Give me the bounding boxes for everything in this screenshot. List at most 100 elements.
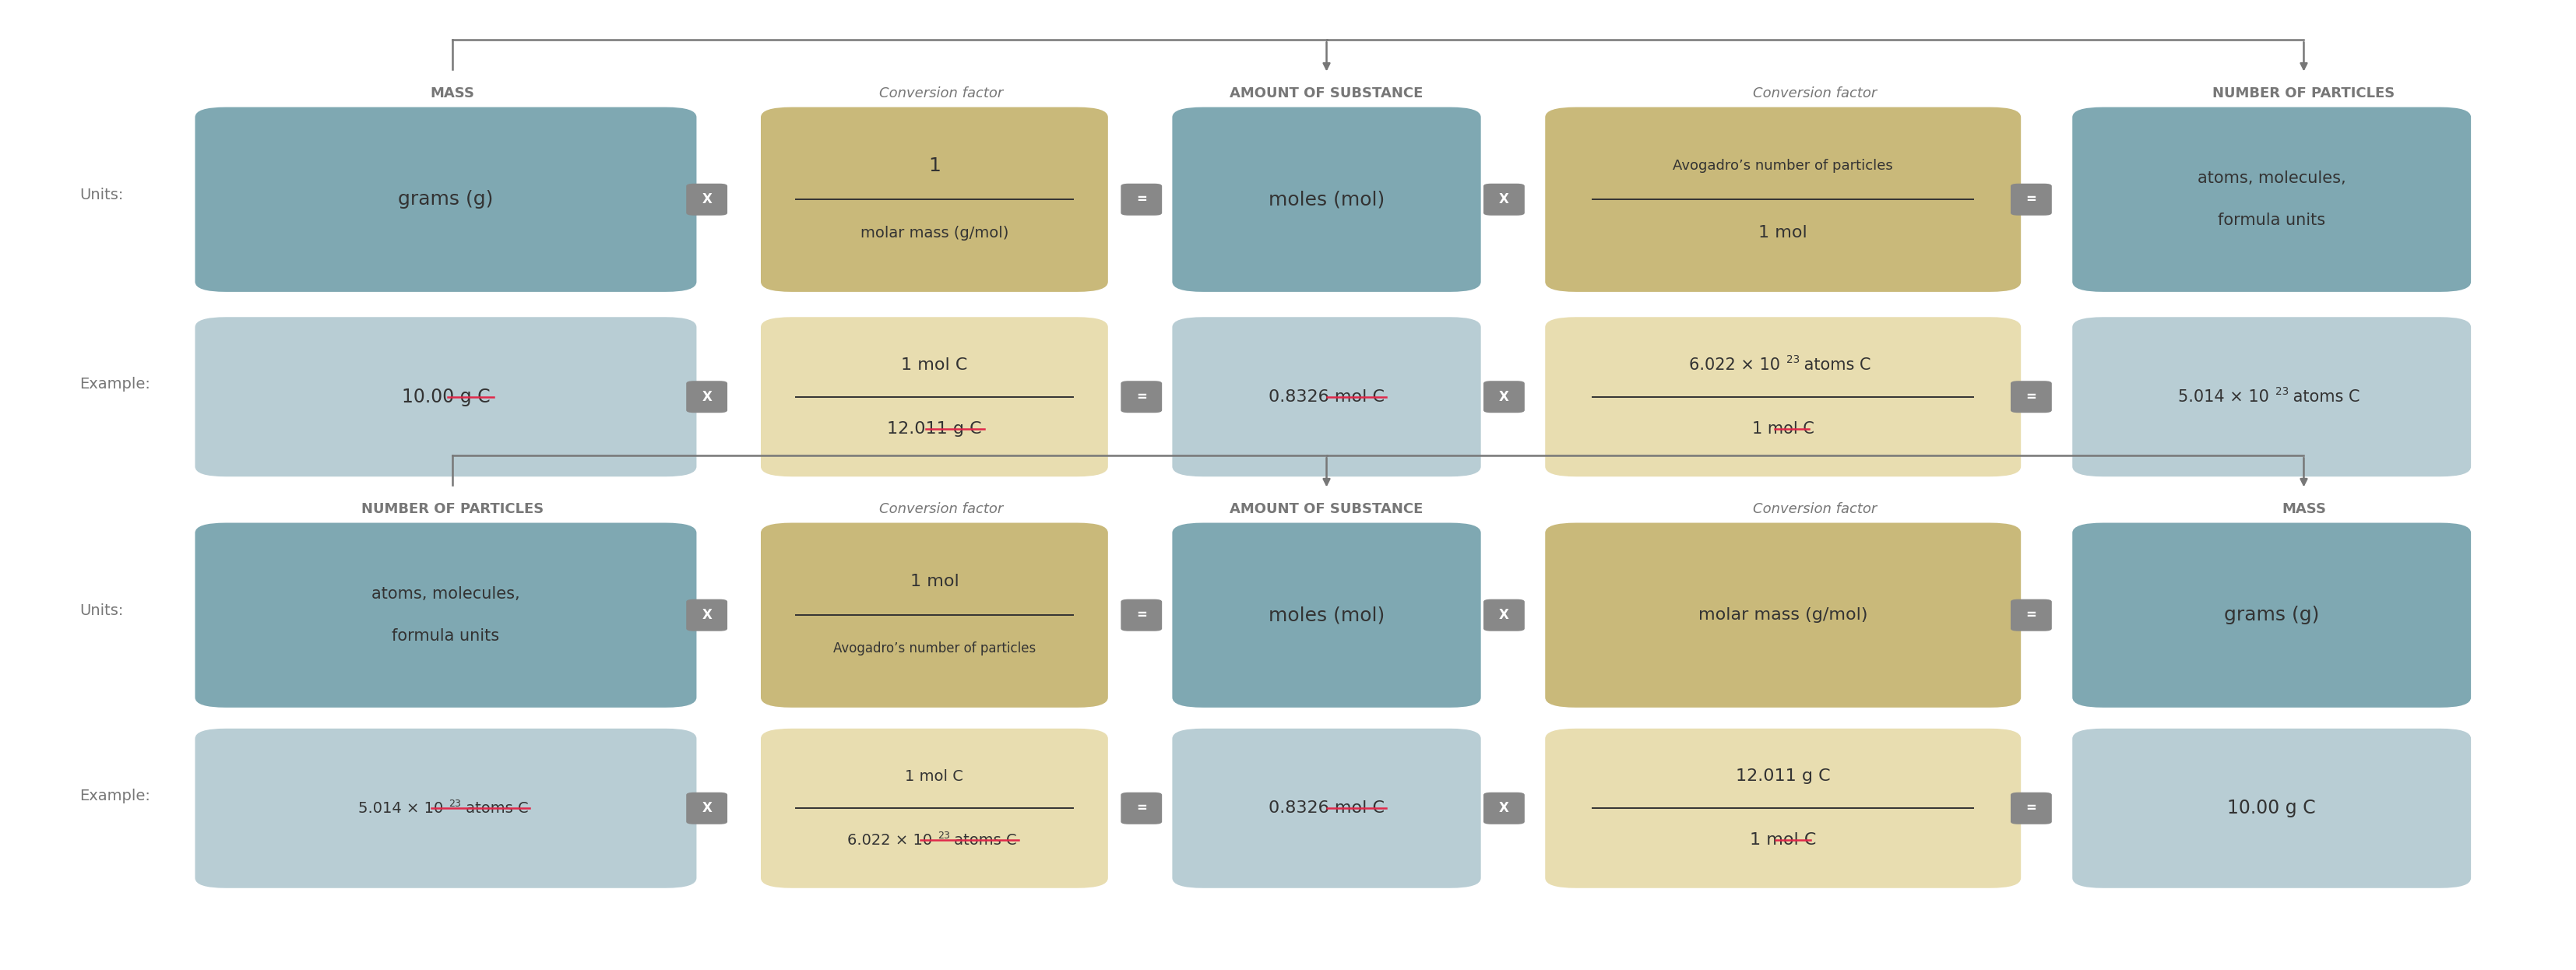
Text: 1 mol: 1 mol	[909, 574, 958, 590]
Text: 6.022 × 10: 6.022 × 10	[1690, 357, 1780, 372]
Text: molar mass (g/mol): molar mass (g/mol)	[860, 226, 1010, 241]
Text: =: =	[2025, 390, 2038, 404]
Text: Units:: Units:	[80, 188, 124, 203]
Text: 1 mol: 1 mol	[1759, 225, 1808, 241]
Text: Conversion factor: Conversion factor	[878, 86, 1002, 100]
FancyBboxPatch shape	[1546, 523, 2022, 707]
Text: AMOUNT OF SUBSTANCE: AMOUNT OF SUBSTANCE	[1229, 86, 1425, 100]
Text: 5.014 × 10: 5.014 × 10	[358, 801, 443, 816]
FancyBboxPatch shape	[685, 792, 726, 824]
Text: 0.8326 mol C: 0.8326 mol C	[1267, 800, 1383, 816]
Text: X: X	[701, 608, 711, 622]
FancyBboxPatch shape	[196, 728, 696, 889]
Text: AMOUNT OF SUBSTANCE: AMOUNT OF SUBSTANCE	[1229, 501, 1425, 516]
FancyBboxPatch shape	[1172, 523, 1481, 707]
Text: X: X	[701, 390, 711, 404]
Text: X: X	[701, 801, 711, 816]
FancyBboxPatch shape	[2012, 599, 2053, 631]
Text: 23: 23	[1785, 355, 1801, 366]
Text: 23: 23	[448, 798, 461, 809]
FancyBboxPatch shape	[2012, 183, 2053, 215]
Text: Example:: Example:	[80, 376, 149, 392]
FancyBboxPatch shape	[1121, 183, 1162, 215]
Text: =: =	[1136, 608, 1146, 622]
FancyBboxPatch shape	[2071, 728, 2470, 889]
Text: 10.00 g C: 10.00 g C	[402, 387, 489, 406]
Text: =: =	[2025, 192, 2038, 207]
Text: grams (g): grams (g)	[2223, 606, 2318, 625]
FancyBboxPatch shape	[1484, 599, 1525, 631]
FancyBboxPatch shape	[1172, 728, 1481, 889]
Text: =: =	[2025, 608, 2038, 622]
Text: formula units: formula units	[392, 629, 500, 644]
FancyBboxPatch shape	[2012, 381, 2053, 413]
FancyBboxPatch shape	[685, 381, 726, 413]
FancyBboxPatch shape	[760, 728, 1108, 889]
Text: 1 mol C: 1 mol C	[904, 769, 963, 784]
Text: X: X	[701, 192, 711, 207]
Text: 0.8326 mol C: 0.8326 mol C	[1267, 389, 1383, 404]
Text: Example:: Example:	[80, 789, 149, 803]
Text: grams (g): grams (g)	[399, 190, 495, 209]
Text: moles (mol): moles (mol)	[1267, 190, 1386, 209]
Text: Avogadro’s number of particles: Avogadro’s number of particles	[1672, 159, 1893, 173]
Text: atoms C: atoms C	[461, 801, 528, 816]
Text: atoms, molecules,: atoms, molecules,	[371, 587, 520, 602]
FancyBboxPatch shape	[1546, 107, 2022, 292]
FancyBboxPatch shape	[1484, 381, 1525, 413]
Text: 1: 1	[927, 156, 940, 176]
Text: 5.014 × 10: 5.014 × 10	[2177, 389, 2269, 404]
FancyBboxPatch shape	[2071, 107, 2470, 292]
Text: 1 mol C: 1 mol C	[902, 357, 969, 372]
Text: atoms C: atoms C	[1798, 357, 1870, 372]
FancyBboxPatch shape	[196, 107, 696, 292]
Text: MASS: MASS	[2282, 501, 2326, 516]
Text: Conversion factor: Conversion factor	[1754, 501, 1878, 516]
Text: 1 mol C: 1 mol C	[1752, 421, 1814, 436]
Text: NUMBER OF PARTICLES: NUMBER OF PARTICLES	[2213, 86, 2396, 100]
Text: 6.022 × 10: 6.022 × 10	[848, 833, 933, 848]
FancyBboxPatch shape	[1546, 728, 2022, 889]
Text: atoms, molecules,: atoms, molecules,	[2197, 171, 2347, 186]
FancyBboxPatch shape	[685, 183, 726, 215]
Text: atoms C: atoms C	[951, 833, 1018, 848]
FancyBboxPatch shape	[1121, 381, 1162, 413]
Text: formula units: formula units	[2218, 212, 2326, 228]
Text: NUMBER OF PARTICLES: NUMBER OF PARTICLES	[361, 501, 544, 516]
Text: molar mass (g/mol): molar mass (g/mol)	[1698, 607, 1868, 623]
FancyBboxPatch shape	[1172, 317, 1481, 476]
FancyBboxPatch shape	[1546, 317, 2022, 476]
FancyBboxPatch shape	[2071, 523, 2470, 707]
Text: =: =	[2025, 801, 2038, 816]
Text: Units:: Units:	[80, 603, 124, 618]
FancyBboxPatch shape	[2012, 792, 2053, 824]
FancyBboxPatch shape	[760, 523, 1108, 707]
Text: X: X	[1499, 192, 1510, 207]
Text: =: =	[1136, 390, 1146, 404]
FancyBboxPatch shape	[685, 599, 726, 631]
Text: 12.011 g C: 12.011 g C	[1736, 768, 1832, 784]
FancyBboxPatch shape	[196, 523, 696, 707]
Text: =: =	[1136, 192, 1146, 207]
FancyBboxPatch shape	[1484, 792, 1525, 824]
Text: 23: 23	[2275, 386, 2287, 398]
Text: moles (mol): moles (mol)	[1267, 606, 1386, 625]
Text: X: X	[1499, 390, 1510, 404]
Text: Avogadro’s number of particles: Avogadro’s number of particles	[832, 642, 1036, 656]
FancyBboxPatch shape	[1121, 599, 1162, 631]
FancyBboxPatch shape	[1121, 792, 1162, 824]
Text: X: X	[1499, 608, 1510, 622]
Text: 10.00 g C: 10.00 g C	[2228, 799, 2316, 818]
FancyBboxPatch shape	[760, 317, 1108, 476]
Text: =: =	[1136, 801, 1146, 816]
Text: X: X	[1499, 801, 1510, 816]
FancyBboxPatch shape	[1172, 107, 1481, 292]
FancyBboxPatch shape	[196, 317, 696, 476]
Text: MASS: MASS	[430, 86, 474, 100]
Text: 23: 23	[938, 830, 951, 841]
Text: Conversion factor: Conversion factor	[878, 501, 1002, 516]
FancyBboxPatch shape	[1484, 183, 1525, 215]
Text: atoms C: atoms C	[2287, 389, 2360, 404]
Text: Conversion factor: Conversion factor	[1754, 86, 1878, 100]
FancyBboxPatch shape	[2071, 317, 2470, 476]
